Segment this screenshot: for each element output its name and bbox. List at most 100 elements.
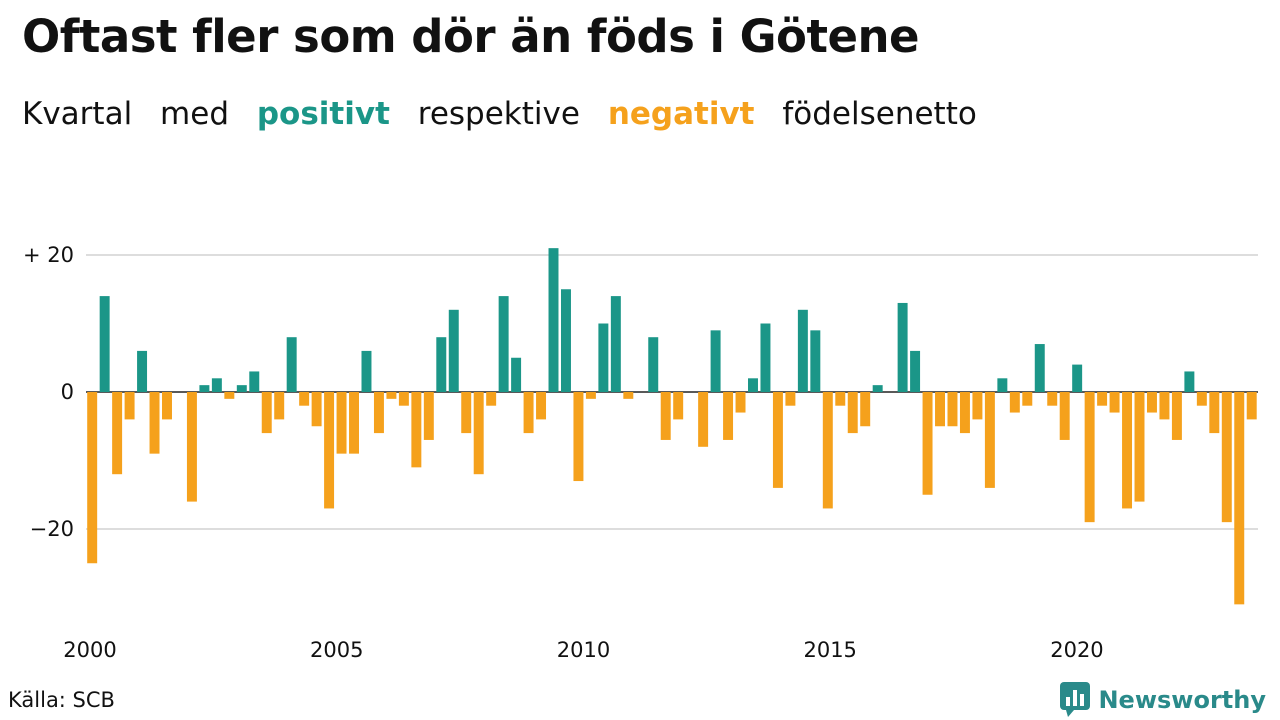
y-tick-label: 0 <box>61 380 74 404</box>
x-tick-label: 2015 <box>803 638 856 662</box>
bar <box>922 392 933 495</box>
bar <box>112 392 123 475</box>
bar <box>810 330 821 392</box>
bar <box>236 385 247 392</box>
bar <box>448 309 459 392</box>
bar <box>1246 392 1257 420</box>
bar <box>835 392 846 406</box>
bar <box>735 392 746 413</box>
bar <box>1059 392 1070 440</box>
bar <box>623 392 634 399</box>
bar <box>137 350 148 392</box>
bar <box>473 392 484 475</box>
bar <box>349 392 359 454</box>
y-tick-label: + 20 <box>23 243 74 267</box>
axes: + 20 0 −20 2000 2005 2010 2015 2020 <box>23 243 1104 662</box>
subtitle-part-respektive: respektive <box>417 96 580 132</box>
bar <box>698 392 709 447</box>
bar <box>760 323 771 392</box>
bar <box>536 392 547 420</box>
bar <box>249 371 260 392</box>
bar <box>947 392 958 427</box>
bar <box>361 350 372 392</box>
x-tick-label: 2005 <box>310 638 363 662</box>
bar <box>311 392 322 427</box>
bar <box>585 392 596 399</box>
source-label: Källa: SCB <box>8 688 115 712</box>
bar <box>99 296 110 392</box>
bar <box>648 337 659 392</box>
bar <box>847 392 858 434</box>
bar <box>610 296 621 392</box>
bar <box>162 392 172 420</box>
bar <box>1097 392 1108 406</box>
bar <box>1084 392 1095 523</box>
subtitle-part-med: med <box>160 96 229 132</box>
bar <box>423 392 434 440</box>
bar <box>673 392 684 420</box>
bar <box>785 392 796 406</box>
bar <box>598 323 609 392</box>
bar <box>1146 392 1157 413</box>
bar <box>274 392 285 420</box>
bar <box>336 392 347 454</box>
bar <box>772 392 783 488</box>
bar <box>386 392 397 399</box>
bar <box>660 392 671 440</box>
bar <box>548 248 559 392</box>
bar <box>436 337 447 392</box>
x-tick-label: 2020 <box>1050 638 1103 662</box>
bar <box>1122 392 1133 509</box>
bar <box>1196 392 1207 406</box>
brand-name: Newsworthy <box>1098 686 1266 714</box>
bar <box>910 350 921 392</box>
bar <box>1184 371 1195 392</box>
bar <box>324 392 335 509</box>
bar <box>1109 392 1120 413</box>
x-tick-label: 2000 <box>63 638 116 662</box>
chart-subtitle: Kvartal med positivt respektive negativt… <box>22 96 995 132</box>
bar <box>1159 392 1170 420</box>
bar <box>486 392 497 406</box>
bar <box>261 392 272 434</box>
chart-title: Oftast fler som dör än föds i Götene <box>22 10 920 63</box>
bar <box>1047 392 1058 406</box>
bar <box>1234 392 1245 605</box>
bar <box>935 392 945 427</box>
bar <box>511 357 522 392</box>
bar <box>398 392 409 406</box>
bar <box>199 385 210 392</box>
bar <box>723 392 734 440</box>
bar <box>1009 392 1020 413</box>
bar <box>972 392 983 420</box>
bar <box>1221 392 1232 523</box>
bar <box>411 392 422 468</box>
bar <box>373 392 384 434</box>
bar <box>797 309 808 392</box>
legend-negative-label: negativt <box>607 96 755 132</box>
bar <box>1134 392 1145 502</box>
bar <box>1022 392 1033 406</box>
bar <box>872 385 883 392</box>
bar <box>461 392 472 434</box>
bar <box>286 337 297 392</box>
bar <box>822 392 833 509</box>
subtitle-part-fodelsenetto: födelsenetto <box>782 96 977 132</box>
bar <box>560 289 571 392</box>
bar <box>897 302 908 392</box>
bar <box>87 392 98 564</box>
bar <box>149 392 160 454</box>
bar <box>1072 364 1083 392</box>
bar <box>1171 392 1182 440</box>
bar <box>224 392 235 399</box>
bar-chart-logo-icon <box>1060 682 1091 717</box>
bar <box>710 330 721 392</box>
bar <box>573 392 584 482</box>
brand-logo: Newsworthy <box>1060 682 1266 718</box>
bar <box>211 378 222 392</box>
bar <box>1034 344 1045 392</box>
bar <box>984 392 995 488</box>
y-tick-label: −20 <box>30 517 74 541</box>
subtitle-part-kvartal: Kvartal <box>22 96 133 132</box>
